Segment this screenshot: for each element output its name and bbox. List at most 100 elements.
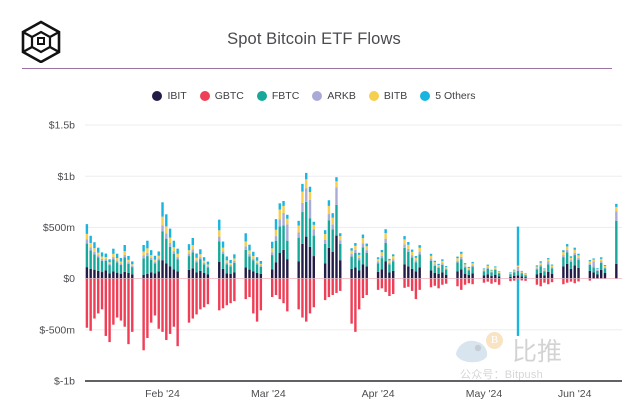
bar-segment xyxy=(497,272,501,274)
bar-segment xyxy=(149,272,153,279)
bar-segment xyxy=(115,262,119,273)
bar-segment xyxy=(191,278,194,319)
bar-segment xyxy=(142,251,145,256)
legend-item-5-others[interactable]: 5 Others xyxy=(420,90,476,102)
legend-swatch-icon xyxy=(152,91,163,101)
bar-segment xyxy=(93,251,96,255)
bar-segment xyxy=(131,278,134,332)
bar-segment xyxy=(550,265,554,268)
bar-segment xyxy=(463,273,467,279)
bar-segment xyxy=(592,272,595,279)
bar-segment xyxy=(248,256,251,270)
bar-segment xyxy=(539,272,542,279)
bar-segment xyxy=(407,242,410,245)
bar-segment xyxy=(407,248,410,252)
bar-segment xyxy=(168,246,172,267)
bar-segment xyxy=(119,258,123,262)
bar-segment xyxy=(104,257,107,260)
bar-segment xyxy=(392,261,395,271)
bar-segment xyxy=(497,271,501,272)
bar-segment xyxy=(89,235,92,243)
bar-segment xyxy=(437,266,440,268)
bar-segment xyxy=(392,278,395,294)
bar-segment xyxy=(327,278,331,298)
bar-segment xyxy=(259,266,263,274)
bar-segment xyxy=(165,278,168,341)
bar-segment xyxy=(339,243,342,261)
bar-segment xyxy=(350,250,353,255)
bar-segment xyxy=(437,267,440,274)
bar-segment xyxy=(403,264,406,279)
bar-segment xyxy=(467,270,471,276)
bar-segment xyxy=(471,266,474,274)
bar-segment xyxy=(108,273,111,279)
bar-segment xyxy=(297,220,300,226)
legend-label: GBTC xyxy=(214,90,244,102)
bar-segment xyxy=(384,278,387,292)
bar-segment xyxy=(565,244,569,247)
legend-item-arkb[interactable]: ARKB xyxy=(312,90,356,102)
legend-label: ARKB xyxy=(327,90,356,102)
bar-segment xyxy=(403,239,406,245)
bar-segment xyxy=(573,265,576,279)
bar-segment xyxy=(441,272,444,279)
bar-segment xyxy=(297,232,300,238)
bar-segment xyxy=(199,249,202,255)
bar-segment xyxy=(255,278,259,322)
bar-segment xyxy=(297,278,300,310)
bar-segment xyxy=(244,249,247,268)
bar-segment xyxy=(361,238,365,244)
bar-segment xyxy=(376,271,380,279)
bar-segment xyxy=(361,264,365,279)
legend-swatch-icon xyxy=(199,91,210,101)
legend-item-gbtc[interactable]: GBTC xyxy=(199,90,244,102)
bar-segment xyxy=(100,256,104,259)
bar-segment xyxy=(577,259,580,268)
bar-segment xyxy=(244,241,247,247)
bar-segment xyxy=(615,206,618,212)
bar-segment xyxy=(278,253,281,279)
bar-segment xyxy=(463,263,467,265)
bar-segment xyxy=(467,278,471,284)
bar-segment xyxy=(244,278,247,300)
bar-segment xyxy=(339,240,342,244)
bar-segment xyxy=(85,278,89,328)
bar-segment xyxy=(168,228,172,238)
bar-segment xyxy=(229,259,232,264)
bar-segment xyxy=(274,236,278,241)
bar-segment xyxy=(550,267,554,269)
bar-segment xyxy=(301,212,304,244)
bar-segment xyxy=(191,237,194,246)
legend-item-fbtc[interactable]: FBTC xyxy=(256,90,299,102)
bar-segment xyxy=(123,271,126,279)
bar-segment xyxy=(195,272,198,279)
bar-segment xyxy=(388,258,391,261)
bar-segment xyxy=(354,278,357,332)
bar-segment xyxy=(516,278,520,282)
bar-segment xyxy=(335,177,338,182)
bar-segment xyxy=(327,214,331,221)
bar-segment xyxy=(444,269,448,275)
legend-item-bitb[interactable]: BITB xyxy=(368,90,407,102)
chart-legend: IBIT GBTC FBTC ARKB BITB 5 Others xyxy=(0,90,628,102)
bar-segment xyxy=(308,246,312,279)
bar-segment xyxy=(131,267,134,275)
bar-segment xyxy=(89,247,92,251)
bar-segment xyxy=(202,272,206,279)
bar-segment xyxy=(550,268,554,274)
bar-segment xyxy=(108,263,111,266)
legend-item-ibit[interactable]: IBIT xyxy=(152,90,187,102)
bar-segment xyxy=(414,262,418,272)
bar-segment xyxy=(252,260,255,272)
bar-segment xyxy=(100,278,104,310)
bar-segment xyxy=(603,265,607,268)
bar-segment xyxy=(573,255,576,266)
bar-segment xyxy=(331,217,334,225)
bar-segment xyxy=(414,257,418,261)
bar-segment xyxy=(282,278,285,304)
bar-segment xyxy=(441,278,444,285)
bar-segment xyxy=(104,278,107,336)
bar-segment xyxy=(361,243,365,248)
bar-segment xyxy=(577,255,580,258)
bar-segment xyxy=(115,272,119,279)
